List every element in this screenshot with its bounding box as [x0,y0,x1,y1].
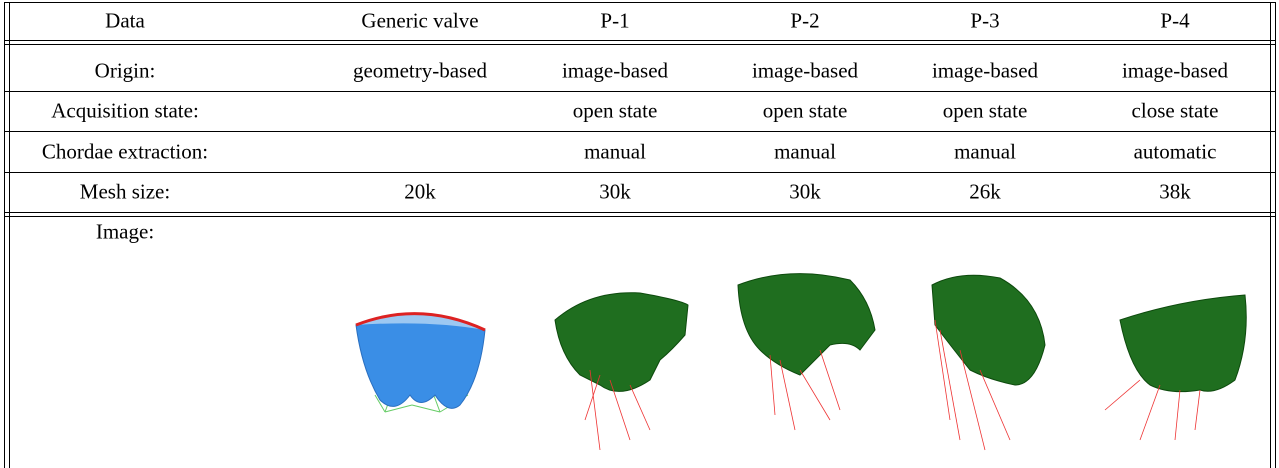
header-cell: P-2 [790,8,820,33]
rule [4,212,1276,213]
table-cell: manual [584,139,646,164]
row-label: Mesh size: [79,179,171,204]
table-cell: manual [774,139,836,164]
table-cell: 30k [599,179,631,204]
rule [4,216,1276,217]
table-cell: open state [762,98,848,123]
generic-valve-image [355,312,486,413]
table-cell: 38k [1159,179,1191,204]
table-cell: open state [572,98,658,123]
table-cell: open state [942,98,1028,123]
row-label: Acquisition state: [51,98,199,123]
header-cell: P-1 [600,8,630,33]
table-cell: 20k [404,179,436,204]
table-cell: manual [954,139,1016,164]
table-cell: 30k [789,179,821,204]
rule [4,40,1276,41]
rule [1275,2,1276,468]
rule [4,91,1276,92]
table-cell: close state [1131,98,1219,123]
row-label: Origin: [94,58,156,83]
table-cell: image-based [561,58,669,83]
rule [4,44,1276,45]
chordae-lines [584,319,1201,451]
table-cell: image-based [1121,58,1229,83]
header-cell: Data [105,8,145,33]
header-cell: Generic valve [361,8,479,33]
table-cell: image-based [751,58,859,83]
rule [4,2,5,468]
header-cell: P-4 [1160,8,1190,33]
row-label: Image: [95,219,155,244]
table-cell: image-based [931,58,1039,83]
rule [4,131,1276,132]
rule [1270,2,1271,468]
table-cell: geometry-based [352,58,488,83]
table-cell: automatic [1133,139,1217,164]
header-cell: P-3 [970,8,1000,33]
patient-valve-images [554,273,1247,393]
row-label: Chordae extraction: [41,139,209,164]
rule [4,172,1276,173]
table-cell: 26k [969,179,1001,204]
rule [4,2,1276,3]
rule [9,2,10,468]
